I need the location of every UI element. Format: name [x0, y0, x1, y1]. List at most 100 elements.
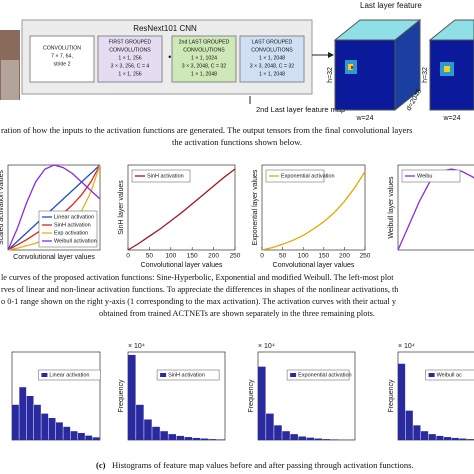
y-exponent: × 10⁴ [398, 343, 415, 350]
photo-detail [1, 60, 19, 100]
bar [160, 431, 168, 440]
bar [12, 404, 19, 440]
caption-b: o 0-1 range shown on the right y-axis (1… [1, 297, 397, 306]
line [7, 164, 101, 251]
chart: Frequency × 10⁴ SinH activation [118, 343, 226, 441]
bar [85, 435, 93, 440]
bar [78, 432, 85, 440]
bar [274, 425, 282, 440]
block-text: 3 × 3, 2048, C = 32 [250, 63, 295, 69]
line [7, 164, 101, 251]
cube2-w: w=24 [443, 115, 461, 122]
block-text: FIRST GROUPED [109, 39, 152, 45]
second-label: 2nd Last layer feature map [256, 105, 345, 114]
bar [26, 396, 34, 440]
y-axis-label: Exponential layer values [252, 169, 259, 245]
legend [425, 369, 474, 381]
caption-c-label: (c) [96, 460, 106, 470]
bar [436, 435, 444, 440]
bar [282, 431, 290, 440]
chart: Frequency × 10⁴ Weibull ac [388, 343, 474, 441]
heat [348, 64, 353, 70]
last-label: Last layer feature [360, 1, 422, 10]
x-tick-label: 150 [187, 253, 198, 260]
bar [444, 437, 452, 440]
bar [322, 439, 331, 440]
y-axis-label: Scaled activation values [0, 169, 5, 245]
block [171, 35, 237, 83]
heat [351, 66, 353, 69]
bar [258, 366, 266, 440]
x-tick-label: 50 [146, 253, 154, 260]
y-axis-label: Weibull layer values [388, 176, 395, 239]
bar [184, 437, 193, 440]
block-text: 7 × 7, 64, [51, 53, 73, 59]
legend-label: SinH activation [168, 372, 205, 378]
bar [41, 413, 49, 440]
x-tick-label: 50 [279, 253, 287, 260]
block-text: 3 × 3, 256, C = 4 [111, 63, 150, 69]
legend-label: SinH activation [147, 173, 184, 179]
cnn-title: ResNext101 CNN [133, 24, 197, 33]
legend-label: Linear activation [49, 372, 89, 378]
block-text: 1 × 1, 2048 [259, 55, 285, 61]
legend-swatch [428, 373, 435, 377]
cube2-h: h=32 [422, 67, 429, 83]
y-axis-label: Frequency [118, 379, 125, 413]
chart: Convolutional layer values Scaled activat… [0, 164, 101, 261]
x-tick-label: 250 [230, 253, 241, 260]
block [29, 35, 95, 83]
caption-a: ration of how the inputs to the activati… [1, 125, 413, 135]
legend-label: Exp activation [54, 230, 88, 236]
line [127, 168, 236, 251]
bar [144, 419, 152, 440]
block-text: CONVOLUTIONS [251, 47, 293, 53]
bar [290, 434, 298, 440]
line [261, 171, 366, 251]
chart: 0 50 100 150 200 250 Convolutional layer value… [252, 164, 371, 269]
cube-1 [333, 18, 422, 112]
bar [298, 436, 306, 440]
x-tick-label: 100 [165, 253, 176, 260]
block-text: LAST GROUPED [252, 39, 293, 45]
bar [152, 426, 160, 440]
cube-h: h=32 [327, 67, 334, 83]
legend [131, 169, 191, 183]
caption-b: rves of linear and non-linear activation… [1, 285, 399, 294]
bar [192, 437, 201, 440]
legend-label: Weibu [417, 173, 433, 179]
legend-label: Weibull activation [54, 238, 97, 244]
bar [19, 387, 27, 440]
x-tick-label: 250 [360, 253, 371, 260]
x-tick-label: 200 [339, 253, 350, 260]
caption-a: the activation functions shown below. [172, 137, 302, 147]
block [239, 35, 305, 83]
block-text: 1 × 1, 1024 [191, 55, 217, 61]
bar [421, 431, 429, 440]
legend-swatch [41, 373, 48, 377]
bar [176, 435, 185, 440]
chart: Frequency × 10⁴ Exponential activation [248, 343, 356, 441]
arrow-head [328, 52, 334, 58]
bar [92, 437, 100, 440]
legend-label: Exponential activation [298, 372, 352, 378]
bar [467, 439, 474, 440]
caption-c: Histograms of feature map values before … [112, 460, 414, 470]
block-text: 1 × 1, 2048 [191, 71, 217, 77]
cube-w: w=24 [356, 115, 374, 122]
bar [208, 439, 217, 440]
bar [306, 437, 315, 440]
x-axis-label: Convolutional layer values [141, 262, 223, 269]
y-exponent: × 10⁴ [258, 343, 275, 350]
block [97, 35, 163, 83]
bar [128, 354, 136, 440]
x-tick-label: 100 [298, 253, 309, 260]
legend [401, 169, 461, 183]
legend-swatch [160, 373, 167, 377]
bar [459, 438, 467, 440]
x-tick-label: 200 [208, 253, 219, 260]
bar [413, 425, 421, 440]
cube-top [428, 19, 474, 41]
legend-label: Weibull ac [437, 372, 463, 378]
